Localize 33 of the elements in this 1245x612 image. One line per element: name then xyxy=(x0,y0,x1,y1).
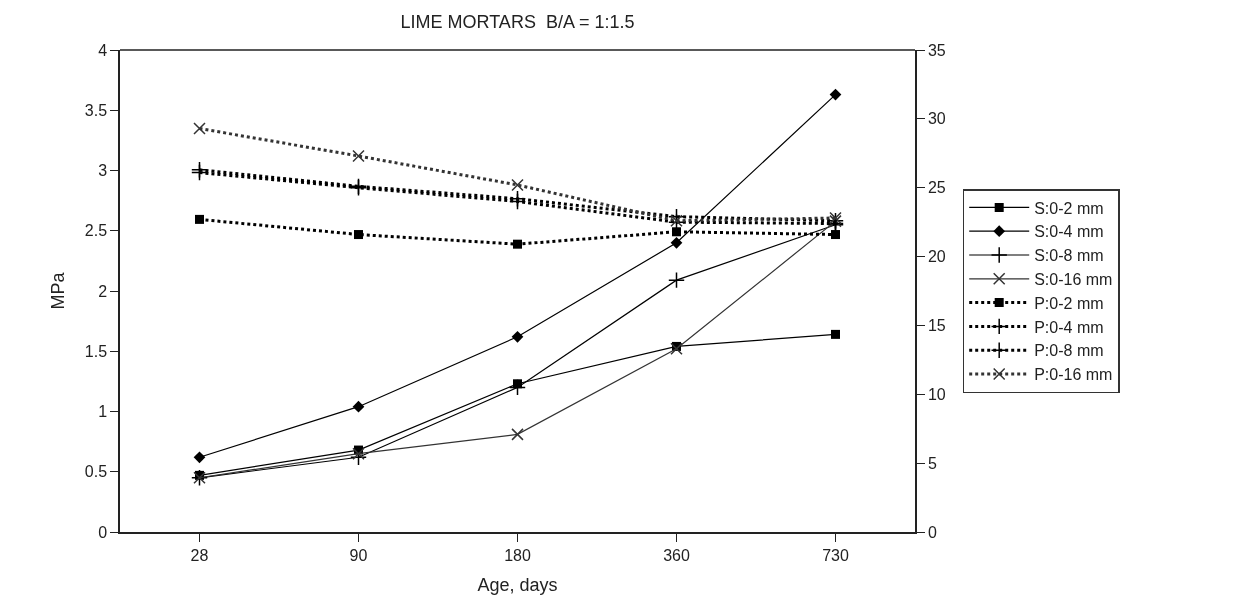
x-tick-label: 28 xyxy=(190,546,209,564)
y2-tick-label: 35 xyxy=(927,41,946,59)
x-tick-label: 90 xyxy=(349,546,368,564)
legend-label: S:0-8 mm xyxy=(1034,247,1104,265)
y2-tick-label: 10 xyxy=(927,385,946,403)
y-tick-label: 3 xyxy=(98,162,108,180)
legend-label: S:0-2 mm xyxy=(1034,199,1104,217)
y2-tick-label: 25 xyxy=(927,179,946,197)
y-tick-label: 4 xyxy=(98,41,108,59)
legend-label: S:0-16 mm xyxy=(1034,271,1113,289)
y2-tick-label: 20 xyxy=(927,248,946,266)
legend-label: P:0-16 mm xyxy=(1034,366,1113,384)
x-tick-label: 180 xyxy=(504,546,531,564)
x-axis-title: Age, days xyxy=(477,574,558,595)
x-tick-label: 730 xyxy=(822,546,849,564)
legend-label: P:0-2 mm xyxy=(1034,294,1104,312)
y2-tick-label: 30 xyxy=(927,110,946,128)
y2-tick-label: 15 xyxy=(927,317,946,335)
y-tick-label: 1 xyxy=(98,403,108,421)
y-tick-label: 0.5 xyxy=(84,463,108,481)
legend-label: P:0-4 mm xyxy=(1034,318,1104,336)
y-tick-label: 3.5 xyxy=(84,101,108,119)
y-tick-label: 0 xyxy=(98,523,108,541)
y2-tick-label: 5 xyxy=(927,454,937,472)
chart-title: LIME MORTARS B/A = 1:1.5 xyxy=(400,11,635,32)
y-tick-label: 2 xyxy=(98,282,108,300)
x-tick-label: 360 xyxy=(663,546,690,564)
y-axis-title: MPa xyxy=(48,271,69,310)
legend-label: S:0-4 mm xyxy=(1034,223,1104,241)
y-tick-label: 2.5 xyxy=(84,222,108,240)
y-tick-label: 1.5 xyxy=(84,342,108,360)
y2-tick-label: 0 xyxy=(927,523,937,541)
legend-label: P:0-8 mm xyxy=(1034,342,1104,360)
